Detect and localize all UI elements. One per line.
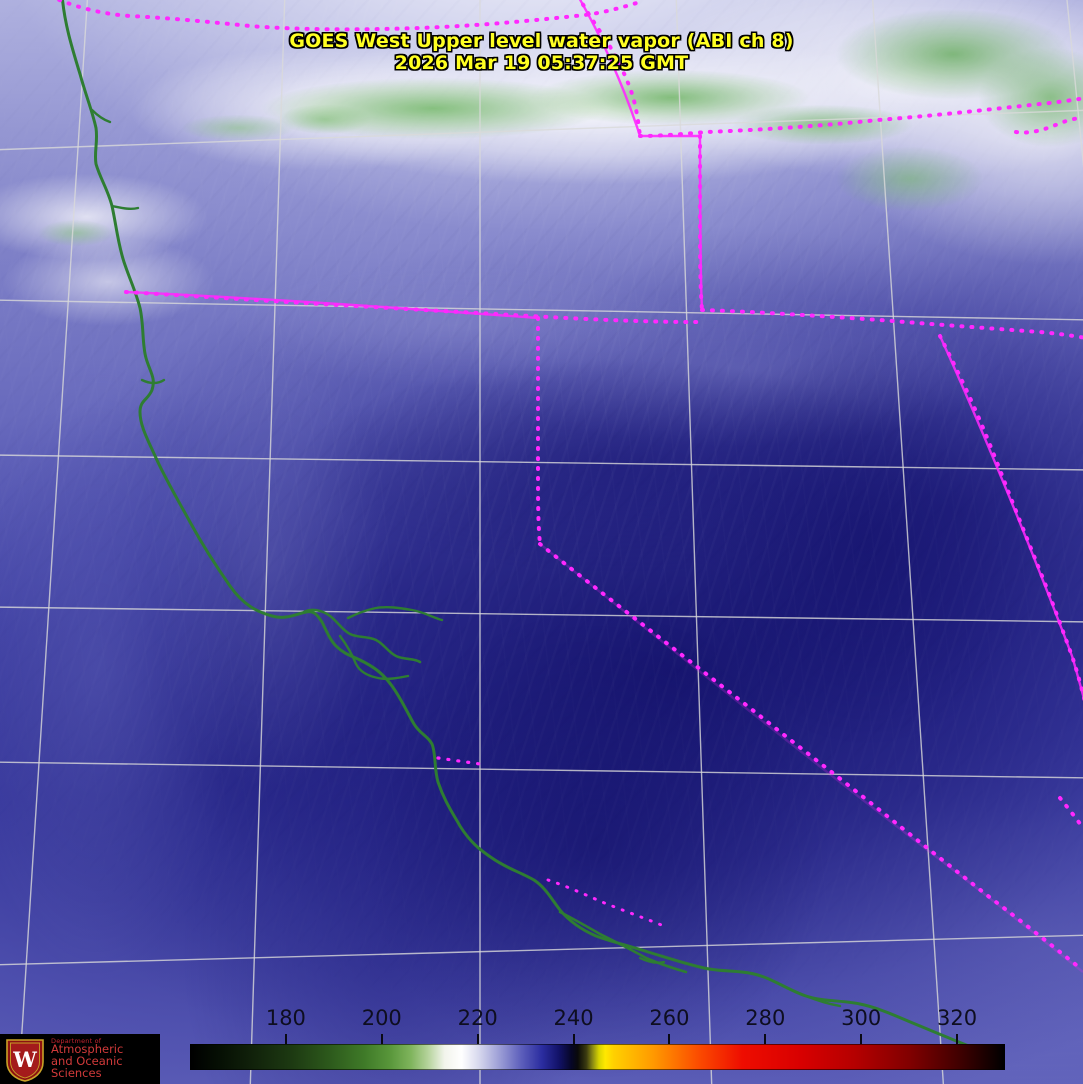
colorbar-tick-label: 200 — [361, 1006, 402, 1030]
parallel-line — [0, 934, 1083, 966]
colorbar-tick-label: 180 — [265, 1006, 306, 1030]
border-canada-east-notch — [1014, 116, 1083, 135]
coastline-sf-bay — [302, 608, 422, 664]
parallel-line — [0, 761, 1083, 779]
colorbar-tick-label: 240 — [553, 1006, 594, 1030]
shield-inner — [10, 1042, 40, 1079]
border-solid-california-diagonal — [539, 543, 1083, 973]
uw-madison-aos-logo[interactable]: W Department of Atmospheric and Oceanic … — [0, 1034, 160, 1084]
border-us-mexico-baja — [436, 756, 482, 766]
border-solid-nevada-line — [125, 290, 539, 320]
coastline-delta-channel — [346, 605, 444, 622]
colorbar-tick-label: 260 — [649, 1006, 690, 1030]
logo-name-line-2: and Oceanic Sciences — [51, 1054, 123, 1081]
meridian-line — [17, 0, 89, 1084]
uw-crest-icon: W — [4, 1036, 46, 1082]
colorbar-tick-label: 220 — [457, 1006, 498, 1030]
logo-name-line-1: Atmospheric — [51, 1042, 124, 1057]
crest-letter: W — [12, 1047, 37, 1072]
border-idaho-montana — [578, 0, 642, 138]
coastline-columbia-river — [110, 204, 140, 211]
coastline-mexico-inland — [804, 994, 842, 1008]
border-solid-segments — [125, 0, 1083, 973]
coastline-cape-mendocino — [140, 378, 166, 385]
border-nevada-utah-arizona — [700, 308, 1083, 340]
coastline-gulf-of-california — [558, 910, 688, 974]
coastline-pacific — [61, 0, 996, 1058]
border-utah-arizona-colorado — [938, 334, 1083, 703]
colorbar-tick-label: 320 — [937, 1006, 978, 1030]
coastline-bay-inlet — [338, 634, 410, 681]
coastline-puget-sound — [90, 108, 112, 124]
crest-shield-icon: W — [6, 1039, 44, 1082]
border-montana-wyoming — [638, 96, 1083, 138]
parallel-line — [0, 299, 1083, 321]
colorbar-tick-label: 300 — [841, 1006, 882, 1030]
border-california-nevada-arizona — [538, 542, 1082, 970]
border-solid-utah-diagonal — [938, 335, 1083, 700]
border-mexico-coast-dots — [546, 878, 666, 928]
meridian-line — [871, 0, 945, 1084]
meridian-line — [249, 0, 286, 1084]
border-california-nevada-diagonal — [535, 316, 542, 546]
coastline-group — [61, 0, 996, 1058]
colorbar-tick-label: 280 — [745, 1006, 786, 1030]
meridians-group — [17, 0, 1083, 1084]
parallels-group — [0, 109, 1083, 966]
parallel-line — [0, 454, 1083, 471]
meridian-line — [675, 0, 713, 1084]
political-borders-group — [54, 0, 1083, 970]
border-solid-idaho-line — [578, 0, 704, 311]
logo-text-block: Department of Atmospheric and Oceanic Sc… — [51, 1036, 160, 1081]
border-arizona-new-mexico — [1058, 796, 1083, 830]
border-us-canada — [54, 0, 642, 32]
coastline-baja-islands — [638, 956, 666, 964]
logo-department-prefix: Department of — [51, 1036, 102, 1045]
parallel-line — [0, 606, 1083, 623]
